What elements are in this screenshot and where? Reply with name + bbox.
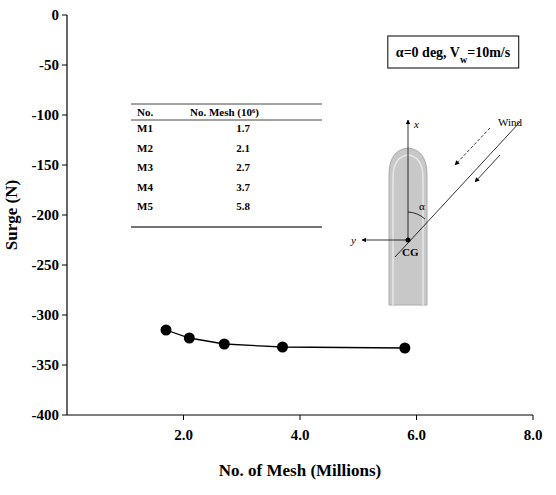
- wind-arrow: [475, 155, 500, 182]
- y-tick-label: -150: [32, 157, 60, 173]
- y-body-axis: [362, 240, 408, 241]
- x-axis-title: No. of Mesh (Millions): [219, 461, 381, 480]
- annotation: α=0 deg, Vw=10m/s: [396, 45, 511, 65]
- y-tick-label: -350: [32, 357, 60, 373]
- table-cell: M1: [137, 122, 153, 134]
- data-point: [219, 339, 230, 350]
- annotation-part: =10m/s: [467, 45, 511, 60]
- x-tick-label: 2.0: [174, 427, 193, 443]
- data-point: [399, 343, 410, 354]
- table-rule: [131, 104, 322, 105]
- y-tick-label: -200: [32, 207, 60, 223]
- y-tick: [62, 15, 67, 16]
- table-cell: M5: [137, 200, 153, 212]
- diagram-label: x: [413, 118, 419, 130]
- chart: -400 -350 -300 -250 -200 -150 -100 -50 0 2.0 4.0 6.…: [0, 0, 556, 495]
- y-tick: [62, 65, 67, 66]
- annotation-part: α=0 deg, V: [396, 45, 460, 60]
- y-tick: [62, 265, 67, 266]
- x-tick-label: 4.0: [291, 427, 310, 443]
- table-header: No. Mesh (10⁶): [190, 106, 259, 119]
- table-header: No.: [137, 106, 153, 118]
- x-tick: [533, 415, 534, 420]
- x-tick-label: 6.0: [407, 427, 426, 443]
- wind-line: [395, 122, 520, 257]
- x-tick: [416, 415, 417, 420]
- table-cell: 5.8: [236, 200, 250, 212]
- diagram-label: y: [350, 234, 356, 246]
- y-tick-label: -300: [32, 307, 60, 323]
- x-body-axis: [408, 120, 409, 240]
- table-rule: [131, 226, 322, 228]
- y-tick: [62, 165, 67, 166]
- y-tick-label: -100: [32, 107, 60, 123]
- table-rule: [131, 120, 322, 121]
- y-tick: [62, 365, 67, 366]
- y-tick-label: -50: [39, 57, 59, 73]
- y-tick: [62, 115, 67, 116]
- data-point: [184, 333, 195, 344]
- data-group: [161, 325, 411, 354]
- diagram-label: CG: [402, 246, 419, 258]
- y-axis-title: Surge (N): [2, 180, 21, 250]
- table-cell: M2: [137, 142, 153, 154]
- table-cell: 2.7: [236, 161, 250, 173]
- diagram-label: Wind: [498, 116, 522, 128]
- y-tick: [62, 315, 67, 316]
- y-tick-label: 0: [52, 7, 60, 23]
- x-tick-label: 8.0: [524, 427, 543, 443]
- x-tick: [300, 415, 301, 420]
- table-cell: 3.7: [236, 181, 250, 193]
- data-point: [277, 342, 288, 353]
- table-cell: M3: [137, 161, 153, 173]
- angle-arc: [408, 212, 425, 219]
- y-tick-label: -250: [32, 257, 60, 273]
- y-tick-label: -400: [32, 407, 60, 423]
- x-tick: [183, 415, 184, 420]
- data-point: [161, 325, 172, 336]
- table-cell: 1.7: [236, 122, 250, 134]
- y-tick: [62, 415, 67, 416]
- table-cell: M4: [137, 181, 153, 193]
- cg-point: [406, 238, 411, 243]
- y-tick: [62, 215, 67, 216]
- table-cell: 2.1: [236, 142, 250, 154]
- annotation-box: [388, 36, 519, 68]
- wind-dashed-arrow: [455, 128, 490, 165]
- diagram-label: α: [419, 200, 425, 212]
